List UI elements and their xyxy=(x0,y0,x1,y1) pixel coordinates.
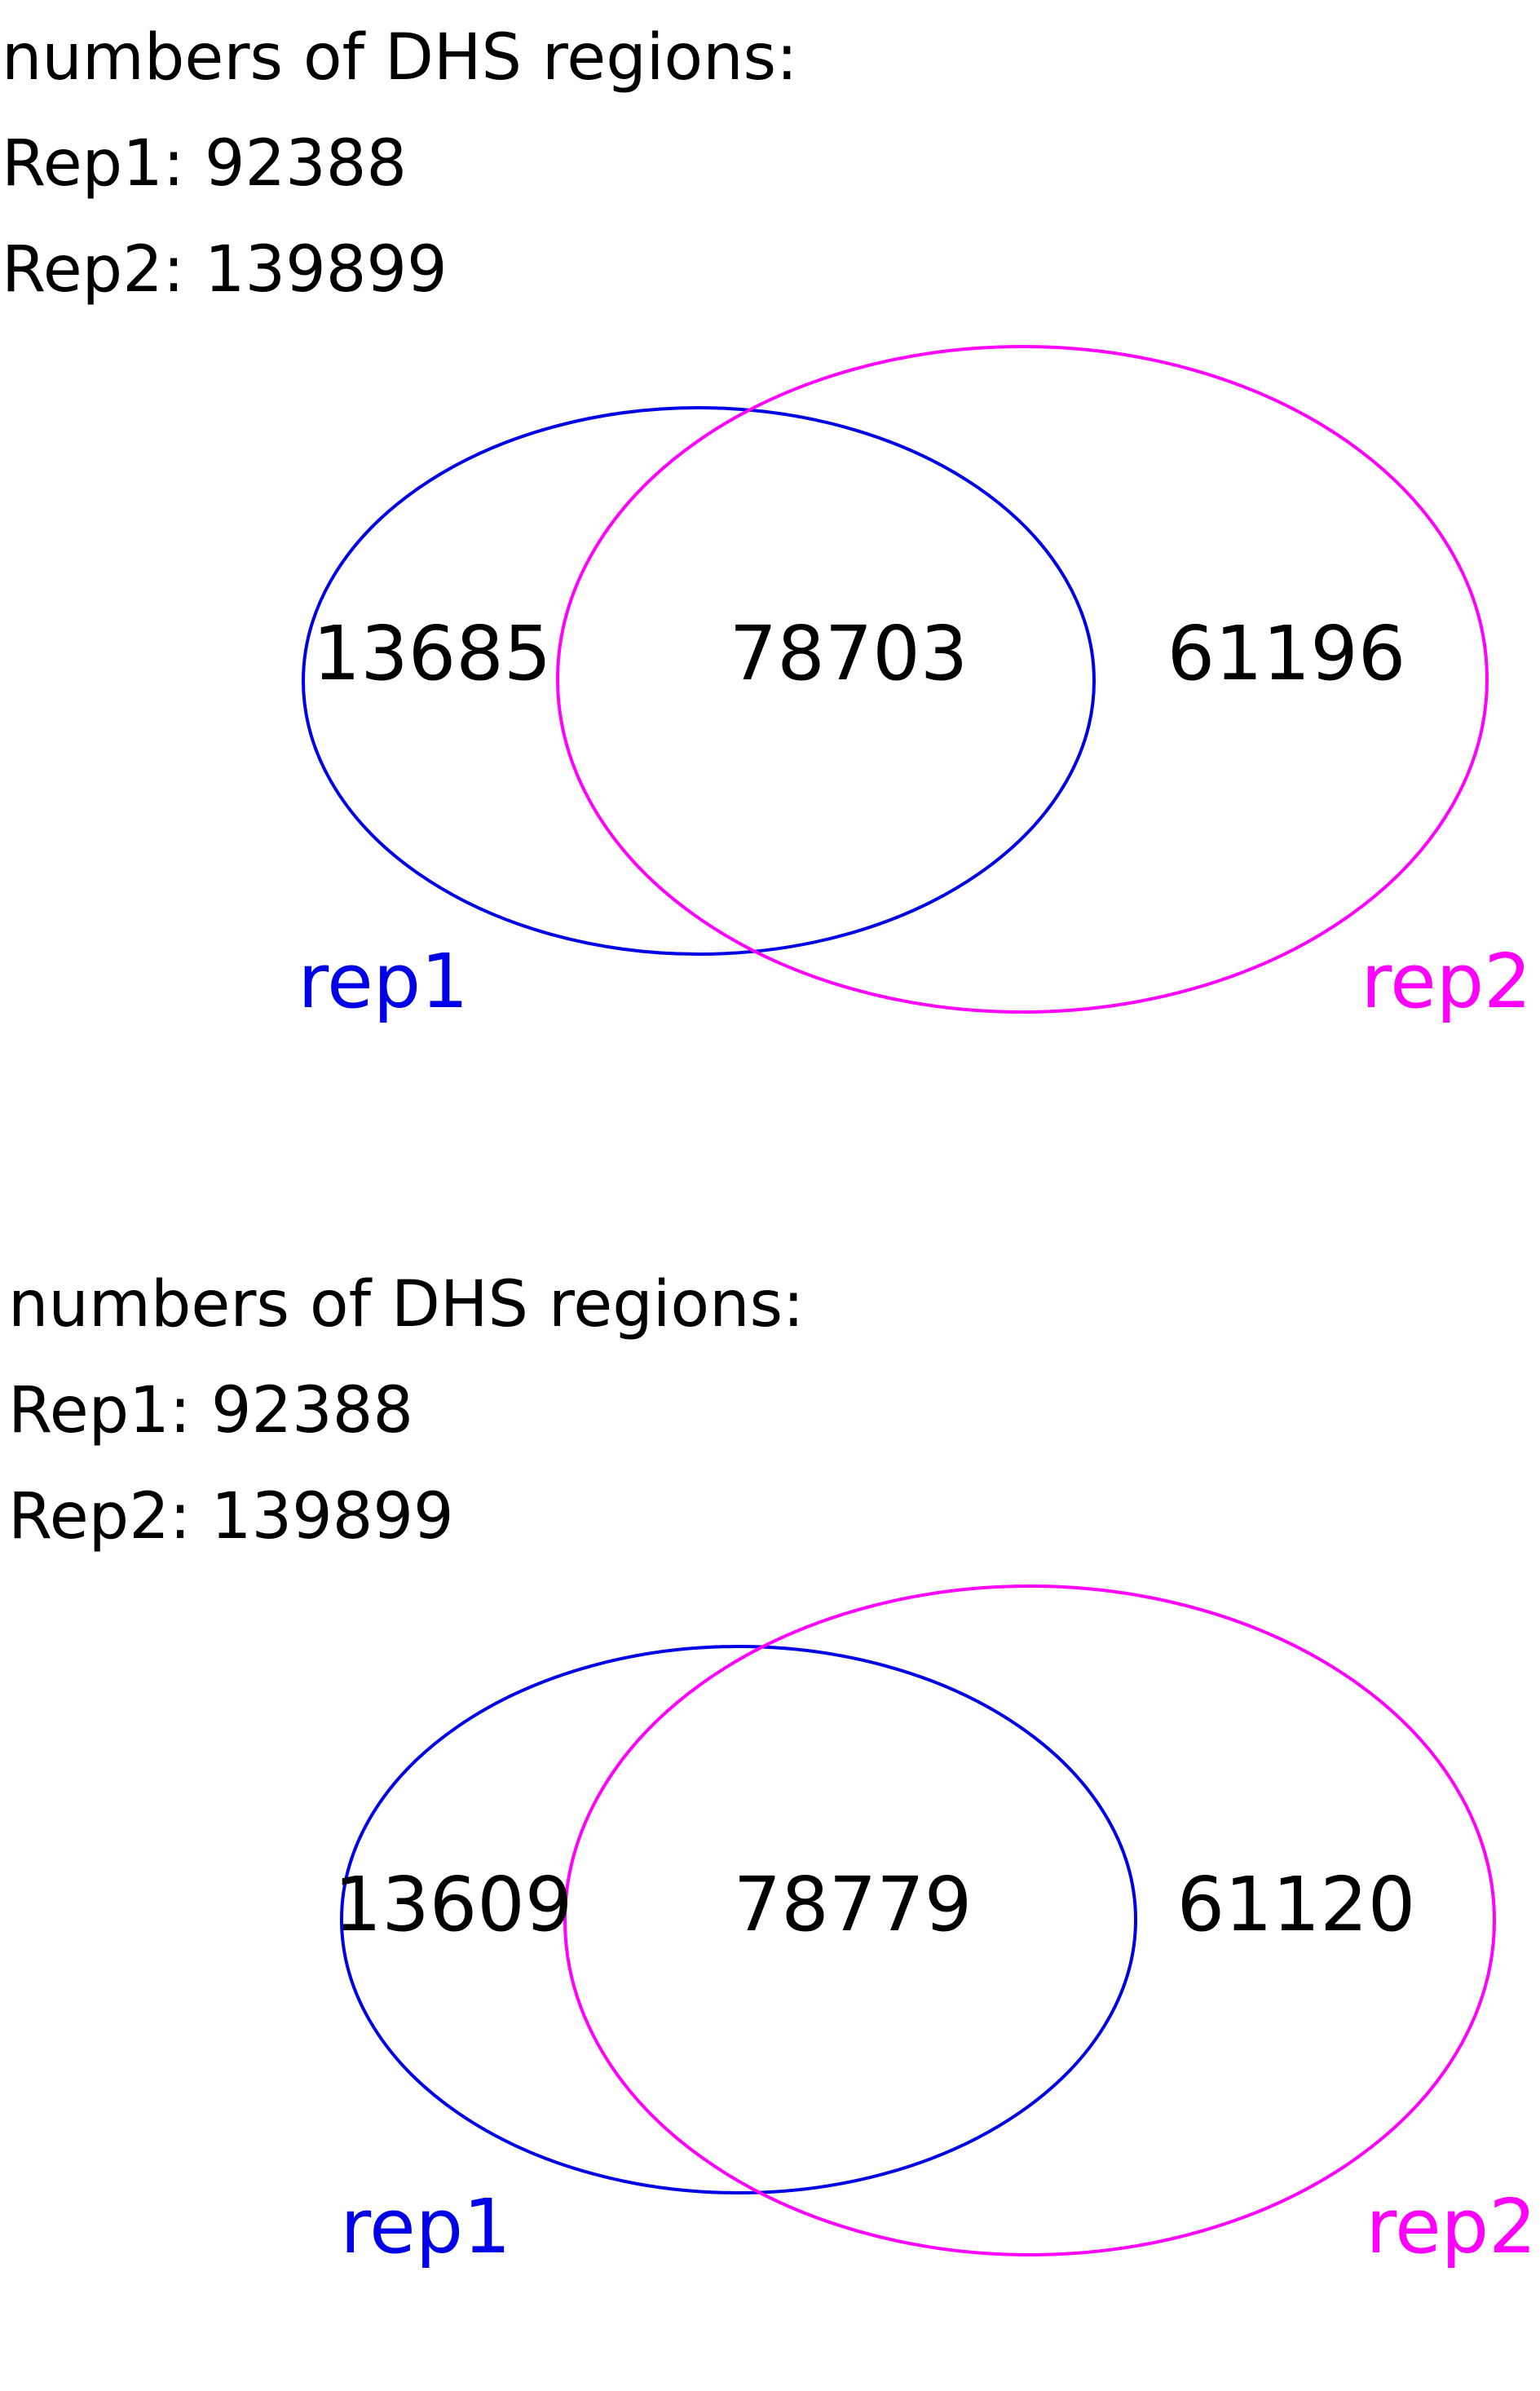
panel-header: numbers of DHS regions: Rep1: 92388 Rep2… xyxy=(2,5,797,323)
header-rep2-count: Rep2: 139899 xyxy=(2,233,448,307)
overlap-count: 78779 xyxy=(734,1861,973,1948)
only-rep1-count: 13685 xyxy=(313,610,552,697)
rep1-circle xyxy=(302,406,1096,956)
panel-header: numbers of DHS regions: Rep1: 92388 Rep2… xyxy=(8,1252,804,1570)
header-rep1-count: Rep1: 92388 xyxy=(2,127,408,201)
rep2-label: rep2 xyxy=(1366,2183,1536,2270)
rep1-circle xyxy=(340,1645,1137,2194)
rep2-circle xyxy=(563,1584,1496,2256)
venn-panel-2: numbers of DHS regions: Rep1: 92388 Rep2… xyxy=(0,1252,1540,2391)
venn-diagram: 13609 78779 61120 rep1 rep2 xyxy=(334,1584,1537,2270)
venn-panel-1: numbers of DHS regions: Rep1: 92388 Rep2… xyxy=(0,0,1540,1139)
overlap-count: 78703 xyxy=(730,610,969,697)
rep2-label: rep2 xyxy=(1361,938,1531,1025)
header-rep2-count: Rep2: 139899 xyxy=(8,1480,454,1553)
only-rep2-count: 61196 xyxy=(1167,610,1406,697)
header-rep1-count: Rep1: 92388 xyxy=(8,1374,414,1447)
only-rep1-count: 13609 xyxy=(334,1861,573,1948)
only-rep2-count: 61120 xyxy=(1177,1861,1416,1948)
header-title: numbers of DHS regions: xyxy=(2,21,798,95)
rep2-circle xyxy=(556,345,1489,1014)
rep1-label: rep1 xyxy=(298,938,468,1025)
rep1-label: rep1 xyxy=(340,2183,510,2270)
venn-diagram: 13685 78703 61196 rep1 rep2 xyxy=(298,345,1532,1025)
header-title: numbers of DHS regions: xyxy=(8,1268,805,1341)
